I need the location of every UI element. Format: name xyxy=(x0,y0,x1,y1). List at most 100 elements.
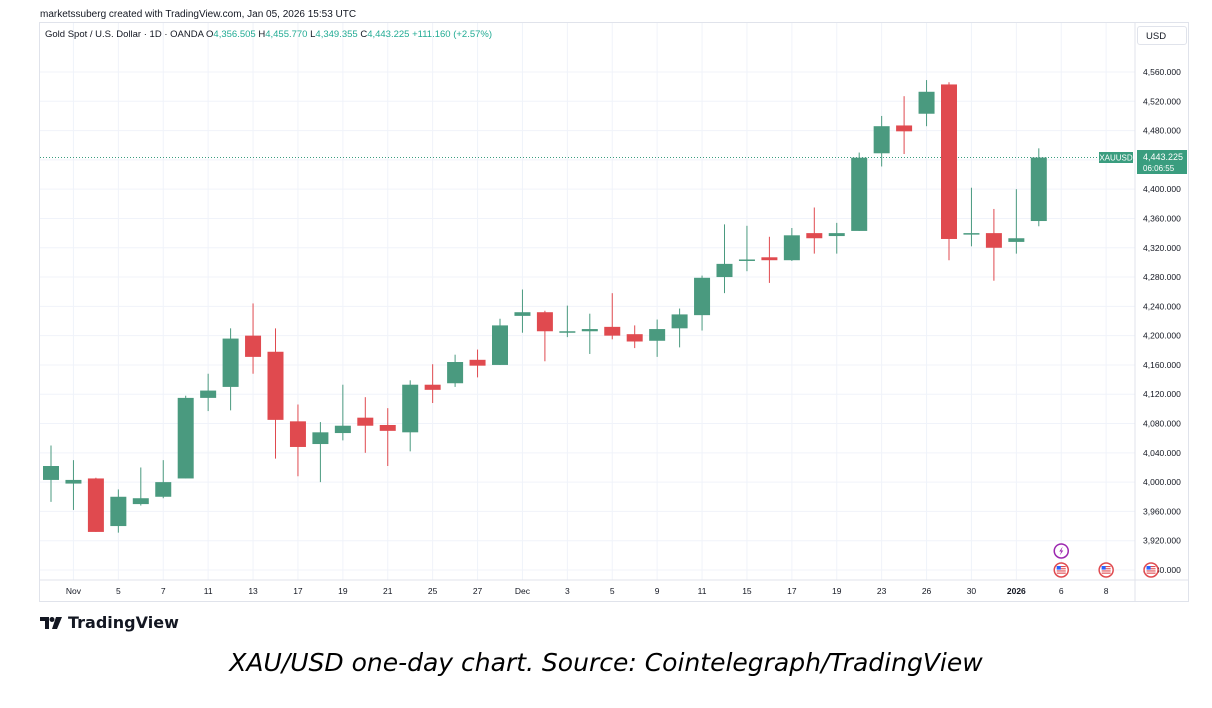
candle-up xyxy=(43,445,59,502)
x-tick-label: 23 xyxy=(877,586,887,596)
y-tick-label: 4,160.000 xyxy=(1143,360,1181,370)
x-tick-label: 27 xyxy=(473,586,483,596)
chart-credit-line: marketssuberg created with TradingView.c… xyxy=(40,9,357,20)
tradingview-branding[interactable]: TradingView xyxy=(40,613,179,632)
candle-down xyxy=(761,236,778,283)
candle-body xyxy=(716,263,733,278)
candle-down xyxy=(267,328,284,459)
candle-body xyxy=(514,312,531,316)
candle-body xyxy=(604,326,621,336)
x-tick-label: 13 xyxy=(248,586,258,596)
flag-icon-ring xyxy=(1143,562,1159,578)
flag-stripe xyxy=(1101,566,1111,568)
candle-body xyxy=(581,329,598,332)
grid-lines xyxy=(40,23,1188,602)
candle-up xyxy=(716,224,733,294)
candle-body xyxy=(806,233,823,239)
candle-down xyxy=(896,96,913,155)
flag-stripe xyxy=(1056,572,1066,574)
candle-body xyxy=(918,91,935,114)
y-tick-label: 4,000.000 xyxy=(1143,477,1181,487)
candle-down xyxy=(806,207,823,254)
candle-body xyxy=(783,235,800,261)
candle-down xyxy=(536,310,553,362)
candle-up xyxy=(492,318,508,365)
candle-body xyxy=(222,338,239,387)
candle-body xyxy=(200,390,217,398)
y-tick-label: 4,320.000 xyxy=(1143,243,1181,253)
last-price-tag: XAUUSD 4,443.225 06:06:55 xyxy=(1099,150,1187,174)
flag-stripe xyxy=(1146,568,1156,570)
candle-up xyxy=(738,225,755,272)
x-tick-label: 30 xyxy=(967,586,977,596)
event-markers[interactable] xyxy=(1053,543,1159,578)
candle-body xyxy=(1008,238,1025,242)
x-tick-label: 25 xyxy=(428,586,438,596)
candle-body xyxy=(447,362,464,384)
flag-canton xyxy=(1056,566,1061,570)
y-tick-label: 4,400.000 xyxy=(1143,184,1181,194)
us-flag-icon[interactable] xyxy=(1053,562,1069,578)
lightning-icon[interactable] xyxy=(1053,543,1069,559)
us-flag-icon[interactable] xyxy=(1098,562,1114,578)
candle-body xyxy=(1030,157,1047,222)
x-tick-label: 15 xyxy=(742,586,752,596)
candle-body xyxy=(334,425,351,434)
flag-stripe xyxy=(1056,568,1066,570)
candle-up xyxy=(1030,148,1047,227)
candle-up xyxy=(312,422,329,483)
candle-up xyxy=(514,289,531,333)
legend-close-key: C xyxy=(360,29,368,40)
legend-change: +111.160 (+2.57%) xyxy=(412,29,493,40)
candle-body xyxy=(492,325,508,365)
candle-body xyxy=(671,314,688,329)
us-flag-icon[interactable] xyxy=(1143,562,1159,578)
candle-up xyxy=(581,313,598,354)
flag-canton xyxy=(1101,566,1106,570)
x-tick-label: 3 xyxy=(565,586,570,596)
flag-stripe xyxy=(1101,572,1111,574)
y-tick-label: 4,560.000 xyxy=(1143,67,1181,77)
flag-stripe xyxy=(1056,570,1066,572)
price-axis[interactable]: 3,880.000 3,920.000 3,960.000 4,000.000 4,04… xyxy=(1143,67,1181,575)
candle-up xyxy=(110,489,127,533)
x-tick-label: Nov xyxy=(66,586,82,596)
candle-up xyxy=(222,328,239,411)
candle-body xyxy=(155,482,172,497)
lightning-bolt xyxy=(1059,546,1064,556)
price-tag-value: 4,443.225 xyxy=(1143,152,1183,162)
y-tick-label: 3,920.000 xyxy=(1143,536,1181,546)
candle-down xyxy=(424,364,441,404)
currency-button[interactable]: USD xyxy=(1137,26,1187,45)
candle-up xyxy=(447,354,464,387)
x-tick-label: 6 xyxy=(1059,586,1064,596)
candle-body xyxy=(424,384,441,390)
price-tag-countdown: 06:06:55 xyxy=(1143,164,1175,173)
candle-body xyxy=(536,312,553,332)
flag-icon-ring xyxy=(1098,562,1114,578)
x-tick-label: 19 xyxy=(832,586,842,596)
x-tick-label: 2026 xyxy=(1007,586,1026,596)
y-tick-label: 4,480.000 xyxy=(1143,126,1181,136)
candle-body xyxy=(267,351,284,420)
y-tick-label: 4,200.000 xyxy=(1143,331,1181,341)
candle-down xyxy=(245,303,262,374)
candles xyxy=(43,80,1047,533)
candle-body xyxy=(828,233,845,237)
tradingview-wordmark: TradingView xyxy=(68,613,179,632)
y-tick-label: 4,080.000 xyxy=(1143,419,1181,429)
candle-body xyxy=(963,233,980,235)
x-tick-label: 26 xyxy=(922,586,932,596)
candle-up xyxy=(783,227,800,261)
candle-body xyxy=(312,432,329,445)
candle-up xyxy=(132,467,149,506)
x-tick-label: 9 xyxy=(655,586,660,596)
x-tick-label: Dec xyxy=(515,586,531,596)
candle-body xyxy=(177,397,194,479)
time-axis[interactable]: Nov 5 7 11 13 17 19 21 25 27 Dec 3 5 9 11 15 17 19 23 26 30 2… xyxy=(66,586,1109,596)
y-tick-label: 4,520.000 xyxy=(1143,96,1181,106)
flag-stripe xyxy=(1101,568,1111,570)
candle-body xyxy=(851,157,868,231)
y-tick-label: 4,280.000 xyxy=(1143,272,1181,282)
